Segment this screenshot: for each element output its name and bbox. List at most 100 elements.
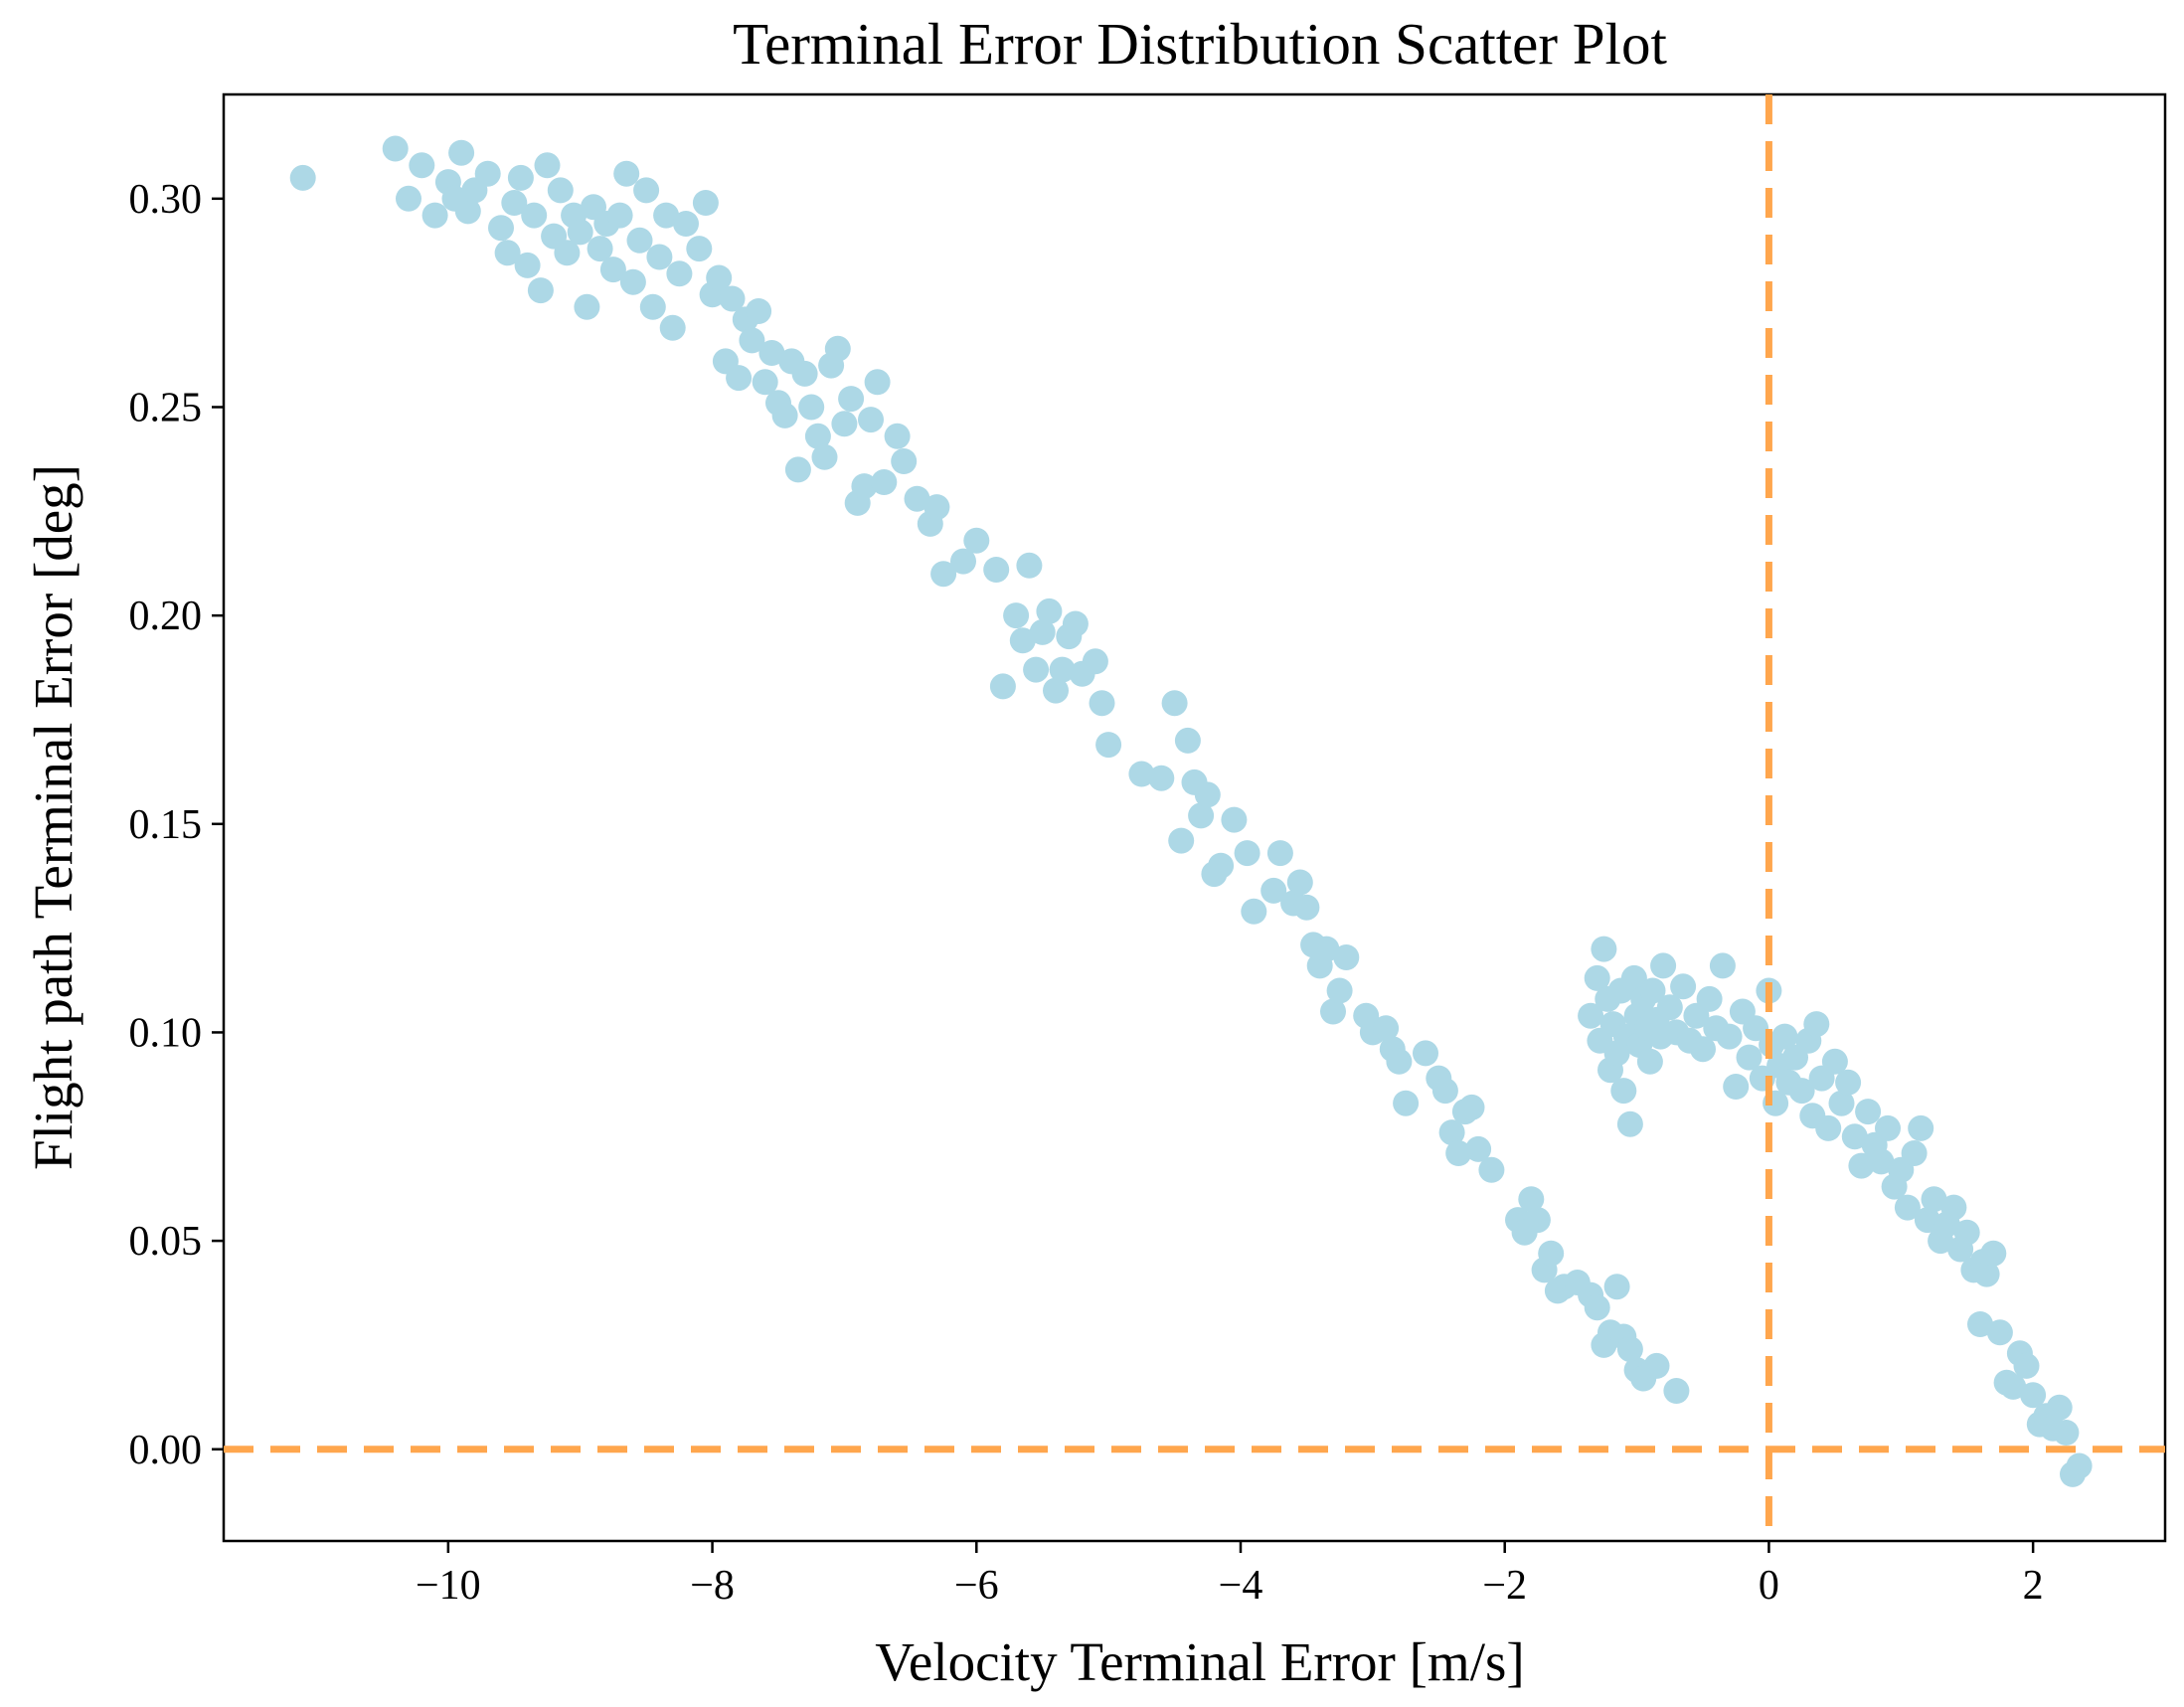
scatter-point [1313, 936, 1340, 962]
y-axis-label: Flight path Terminal Error [deg] [23, 464, 84, 1170]
scatter-point [409, 152, 435, 179]
scatter-point [646, 244, 673, 270]
scatter-point [950, 548, 976, 575]
scatter-point [1901, 1140, 1928, 1166]
scatter-point [1326, 977, 1353, 1004]
scatter-point [1003, 602, 1030, 629]
scatter-point [706, 264, 733, 291]
scatter-point [1828, 1090, 1855, 1116]
scatter-point [831, 411, 858, 437]
scatter-point [1940, 1194, 1967, 1221]
scatter-point [1208, 852, 1235, 879]
scatter-point [989, 673, 1016, 700]
scatter-point [746, 298, 772, 324]
x-tick-label: −6 [954, 1563, 999, 1609]
scatter-point [1591, 936, 1617, 962]
scatter-point [2000, 1373, 2027, 1400]
scatter-point [1174, 727, 1201, 754]
scatter-point [1036, 597, 1063, 624]
x-tick-label: −8 [690, 1563, 735, 1609]
scatter-point [1089, 690, 1115, 717]
scatter-point [1788, 1078, 1815, 1105]
scatter-point [686, 236, 713, 262]
scatter-point [739, 327, 765, 354]
scatter-point [1538, 1240, 1565, 1267]
scatter-point [567, 219, 593, 246]
scatter-point [1518, 1186, 1545, 1213]
scatter-point [527, 277, 554, 304]
scatter-point [421, 202, 448, 229]
scatter-point [1524, 1207, 1551, 1234]
scatter-point [574, 293, 600, 320]
scatter-point [1478, 1156, 1505, 1183]
scatter-point [1973, 1261, 2000, 1287]
y-axis-ticks: 0.00 0.05 0.10 0.15 0.20 0.25 0.30 [129, 177, 224, 1473]
scatter-point [1194, 781, 1221, 808]
scatter-point [1636, 1048, 1663, 1075]
scatter-point [1584, 964, 1610, 991]
scatter-point [851, 473, 878, 500]
scatter-point [587, 236, 613, 262]
scatter-point [798, 394, 825, 421]
scatter-point [653, 202, 680, 229]
scatter-point [1723, 1074, 1750, 1100]
scatter-point [758, 340, 785, 366]
scatter-point [1043, 677, 1069, 704]
scatter-point [1709, 952, 1736, 979]
scatter-point [534, 152, 561, 179]
scatter-point [1967, 1311, 1993, 1337]
scatter-point [1716, 1023, 1743, 1050]
scatter-point [1095, 732, 1122, 759]
scatter-point [924, 494, 950, 521]
scatter-point [521, 202, 548, 229]
scatter-point [1386, 1048, 1413, 1075]
scatter-point [1815, 1114, 1842, 1141]
scatter-point [606, 202, 633, 229]
scatter-point [454, 198, 481, 225]
scatter-point [1465, 1135, 1492, 1162]
scatter-point [1320, 998, 1346, 1025]
scatter-point [1009, 627, 1036, 654]
scatter-point [719, 285, 746, 312]
scatter-point [1373, 1015, 1400, 1042]
scatter-point [1016, 552, 1043, 579]
scatter-point [666, 260, 693, 287]
scatter-point [1393, 1090, 1420, 1116]
scatter-point [1841, 1123, 1868, 1150]
scatter-point [1908, 1114, 1934, 1141]
scatter-point [673, 211, 699, 237]
scatter-point [2013, 1352, 2040, 1379]
x-tick-label: −4 [1219, 1563, 1263, 1609]
scatter-point [1062, 610, 1089, 637]
x-axis-label: Velocity Terminal Error [m/s] [875, 1631, 1524, 1692]
scatter-point [1431, 1078, 1458, 1105]
scatter-point [448, 139, 475, 166]
scatter-point [871, 469, 898, 495]
x-tick-label: −2 [1482, 1563, 1527, 1609]
scatter-point [838, 386, 865, 413]
scatter-point [1894, 1194, 1921, 1221]
scatter-point [1266, 840, 1293, 867]
scatter-point [858, 407, 884, 433]
scatter-point [1148, 765, 1175, 791]
scatter-point [1333, 944, 1360, 970]
y-tick-label: 0.05 [129, 1219, 203, 1265]
x-axis-ticks: −10 −8 −6 −4 −2 0 2 [416, 1541, 2044, 1609]
scatter-point [633, 177, 660, 204]
scatter-point [1260, 877, 1287, 904]
scatter-point [1639, 977, 1666, 1004]
scatter-point [1161, 690, 1188, 717]
scatter-point [1293, 894, 1320, 921]
scatter-point [891, 448, 918, 474]
scatter-point [726, 365, 753, 392]
scatter-point [1743, 1015, 1769, 1042]
scatter-point [1128, 761, 1155, 787]
x-tick-label: −10 [416, 1563, 481, 1609]
scatter-point [501, 190, 528, 216]
scatter-point [1921, 1186, 1947, 1213]
scatter-point [289, 164, 316, 191]
scatter-point [1656, 994, 1683, 1021]
y-tick-label: 0.15 [129, 802, 203, 848]
scatter-point [1188, 802, 1215, 829]
scatter-point [930, 561, 957, 588]
